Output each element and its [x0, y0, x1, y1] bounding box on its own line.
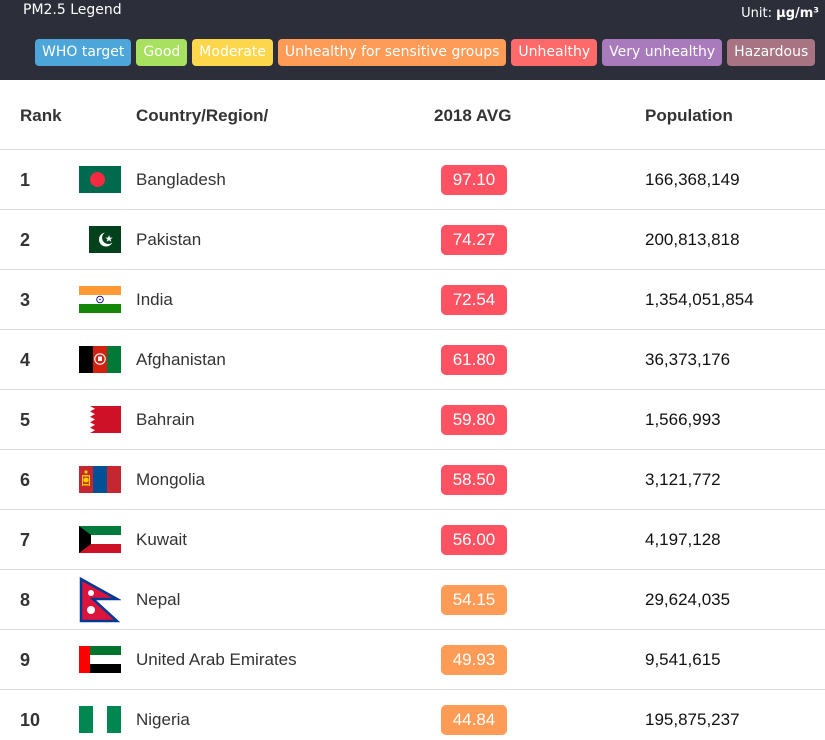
header-country[interactable]: Country/Region/	[136, 106, 269, 125]
legend-chip-who-target[interactable]: WHO target	[35, 39, 132, 66]
india-flag-icon	[79, 286, 121, 313]
table-header: Rank Country/Region/ 2018 AVG Population	[0, 80, 825, 150]
country-name[interactable]: Afghanistan	[136, 350, 226, 369]
country-name[interactable]: Bahrain	[136, 410, 195, 429]
rank-cell: 1	[20, 170, 31, 190]
population-cell: 1,566,993	[645, 410, 721, 429]
table-row[interactable]: 9 United Arab Emirates 49.93 9,541,615	[0, 630, 825, 690]
legend-chip-unhealthy-sensitive[interactable]: Unhealthy for sensitive groups	[277, 39, 507, 66]
country-name[interactable]: Kuwait	[136, 530, 188, 549]
table-row[interactable]: 2 Pakistan 74.27 200,813,818	[0, 210, 825, 270]
population-cell: 166,368,149	[645, 170, 740, 189]
table-row[interactable]: 5 Bahrain 59.80 1,566,993	[0, 390, 825, 450]
rank-cell: 9	[20, 650, 31, 670]
ranking-table: Rank Country/Region/ 2018 AVG Population…	[0, 80, 825, 740]
country-name[interactable]: India	[136, 290, 173, 309]
aqi-value-badge: 72.54	[441, 285, 507, 315]
nepal-flag-icon	[79, 574, 121, 626]
aqi-value-badge: 74.27	[441, 225, 507, 255]
nigeria-flag-icon	[79, 706, 121, 733]
rank-cell: 10	[20, 710, 41, 730]
rank-cell: 6	[20, 470, 31, 490]
pm25-legend-bar: PM2.5 Legend Unit: μg/m³ WHO target Good…	[0, 0, 825, 80]
population-cell: 36,373,176	[645, 350, 731, 369]
aqi-value-badge: 97.10	[441, 165, 507, 195]
aqi-value-badge: 56.00	[441, 525, 507, 555]
legend-title: PM2.5 Legend	[23, 2, 122, 18]
table-row[interactable]: 4 Afghanistan 61.80 36,373,176	[0, 330, 825, 390]
table-row[interactable]: 8 Nepal 54.15 29,624,035	[0, 570, 825, 630]
aqi-value-badge: 44.84	[441, 705, 507, 735]
country-name[interactable]: Nepal	[136, 590, 181, 609]
rank-cell: 4	[20, 350, 31, 370]
table-body: 1 Bangladesh 97.10 166,368,149 2 Pakistan 74.2…	[0, 150, 825, 740]
uae-flag-icon	[79, 646, 121, 673]
table-row[interactable]: 7 Kuwait 56.00 4,197,128	[0, 510, 825, 570]
rank-cell: 7	[20, 530, 31, 550]
aqi-value-badge: 49.93	[441, 645, 507, 675]
bangladesh-flag-icon	[79, 166, 121, 193]
population-cell: 3,121,772	[645, 470, 721, 489]
aqi-value-badge: 59.80	[441, 405, 507, 435]
pakistan-flag-icon	[79, 226, 121, 253]
rank-cell: 5	[20, 410, 31, 430]
unit-value: μg/m³	[776, 6, 819, 21]
legend-chip-hazardous[interactable]: Hazardous	[727, 39, 816, 66]
legend-chip-very-unhealthy[interactable]: Very unhealthy	[602, 39, 723, 66]
country-name[interactable]: Mongolia	[136, 470, 205, 489]
bahrain-flag-icon	[79, 406, 121, 433]
population-cell: 29,624,035	[645, 590, 731, 609]
population-cell: 1,354,051,854	[645, 290, 754, 309]
header-population[interactable]: Population	[645, 106, 733, 125]
legend-chip-moderate[interactable]: Moderate	[192, 39, 273, 66]
unit-prefix: Unit:	[741, 6, 777, 21]
legend-chip-unhealthy[interactable]: Unhealthy	[511, 39, 598, 66]
population-cell: 9,541,615	[645, 650, 721, 669]
country-name[interactable]: Nigeria	[136, 710, 190, 729]
population-cell: 200,813,818	[645, 230, 740, 249]
country-name[interactable]: United Arab Emirates	[136, 650, 297, 669]
aqi-value-badge: 54.15	[441, 585, 507, 615]
table-row[interactable]: 10 Nigeria 44.84 195,875,237	[0, 690, 825, 740]
aqi-value-badge: 61.80	[441, 345, 507, 375]
population-cell: 195,875,237	[645, 710, 740, 729]
rank-cell: 2	[20, 230, 31, 250]
table-row[interactable]: 1 Bangladesh 97.10 166,368,149	[0, 150, 825, 210]
table-row[interactable]: 3 India 72.54 1,354,051,854	[0, 270, 825, 330]
country-name[interactable]: Pakistan	[136, 230, 202, 249]
mongolia-flag-icon	[79, 466, 121, 493]
legend-items: WHO target Good Moderate Unhealthy for s…	[35, 39, 816, 66]
table-row[interactable]: 6 Mongolia 58.50 3,121,772	[0, 450, 825, 510]
legend-chip-good[interactable]: Good	[136, 39, 188, 66]
header-avg[interactable]: 2018 AVG	[434, 106, 512, 125]
header-rank[interactable]: Rank	[20, 106, 62, 125]
country-name[interactable]: Bangladesh	[136, 170, 226, 189]
rank-cell: 3	[20, 290, 31, 310]
afghanistan-flag-icon	[79, 346, 121, 373]
kuwait-flag-icon	[79, 526, 121, 553]
aqi-value-badge: 58.50	[441, 465, 507, 495]
unit-label: Unit: μg/m³	[741, 6, 819, 21]
population-cell: 4,197,128	[645, 530, 721, 549]
rank-cell: 8	[20, 590, 31, 610]
